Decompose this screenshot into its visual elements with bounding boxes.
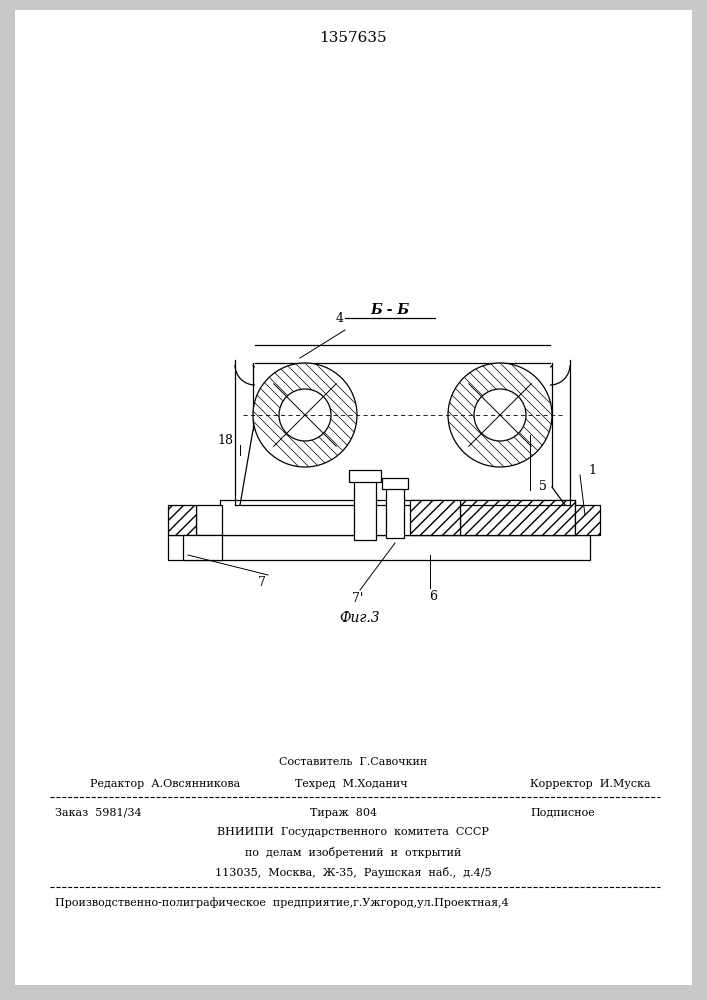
Text: Б - Б: Б - Б [370, 303, 409, 317]
Text: Техред  М.Ходанич: Техред М.Ходанич [295, 779, 408, 789]
Bar [168, 505, 196, 535]
Bar [354, 480, 376, 540]
Text: 1357635: 1357635 [319, 31, 387, 45]
Bar [386, 488, 404, 538]
Text: 113035,  Москва,  Ж-35,  Раушская  наб.,  д.4/5: 113035, Москва, Ж-35, Раушская наб., д.4… [215, 866, 491, 878]
Text: Составитель  Г.Савочкин: Составитель Г.Савочкин [279, 757, 427, 767]
Text: ВНИИПИ  Государственного  комитета  СССР: ВНИИПИ Государственного комитета СССР [217, 827, 489, 837]
Text: 7: 7 [258, 576, 266, 589]
Text: по  делам  изобретений  и  открытий: по делам изобретений и открытий [245, 847, 461, 858]
Bar [575, 505, 600, 535]
Text: Редактор  А.Овсянникова: Редактор А.Овсянникова [90, 779, 240, 789]
Text: 6: 6 [429, 589, 437, 602]
Bar [220, 500, 575, 535]
Circle shape [279, 389, 331, 441]
Bar [168, 535, 590, 560]
Text: Тираж  804: Тираж 804 [310, 808, 377, 818]
Text: 4: 4 [336, 312, 344, 324]
Text: 1: 1 [588, 464, 596, 477]
Circle shape [474, 389, 526, 441]
Circle shape [253, 363, 357, 467]
Text: 18: 18 [217, 434, 233, 446]
Circle shape [448, 363, 552, 467]
Text: Корректор  И.Муска: Корректор И.Муска [530, 779, 650, 789]
Bar [382, 478, 408, 489]
Bar [349, 470, 381, 482]
Text: 7': 7' [352, 591, 363, 604]
Bar [460, 500, 575, 535]
Bar [183, 535, 222, 560]
Text: Производственно-полиграфическое  предприятие,г.Ужгород,ул.Проектная,4: Производственно-полиграфическое предприя… [55, 897, 509, 908]
Text: Подписное: Подписное [530, 808, 595, 818]
Text: Фиг.3: Фиг.3 [339, 611, 380, 625]
Text: 5: 5 [539, 480, 547, 492]
Text: Заказ  5981/34: Заказ 5981/34 [55, 808, 141, 818]
Bar [410, 500, 460, 535]
Bar [196, 505, 222, 535]
